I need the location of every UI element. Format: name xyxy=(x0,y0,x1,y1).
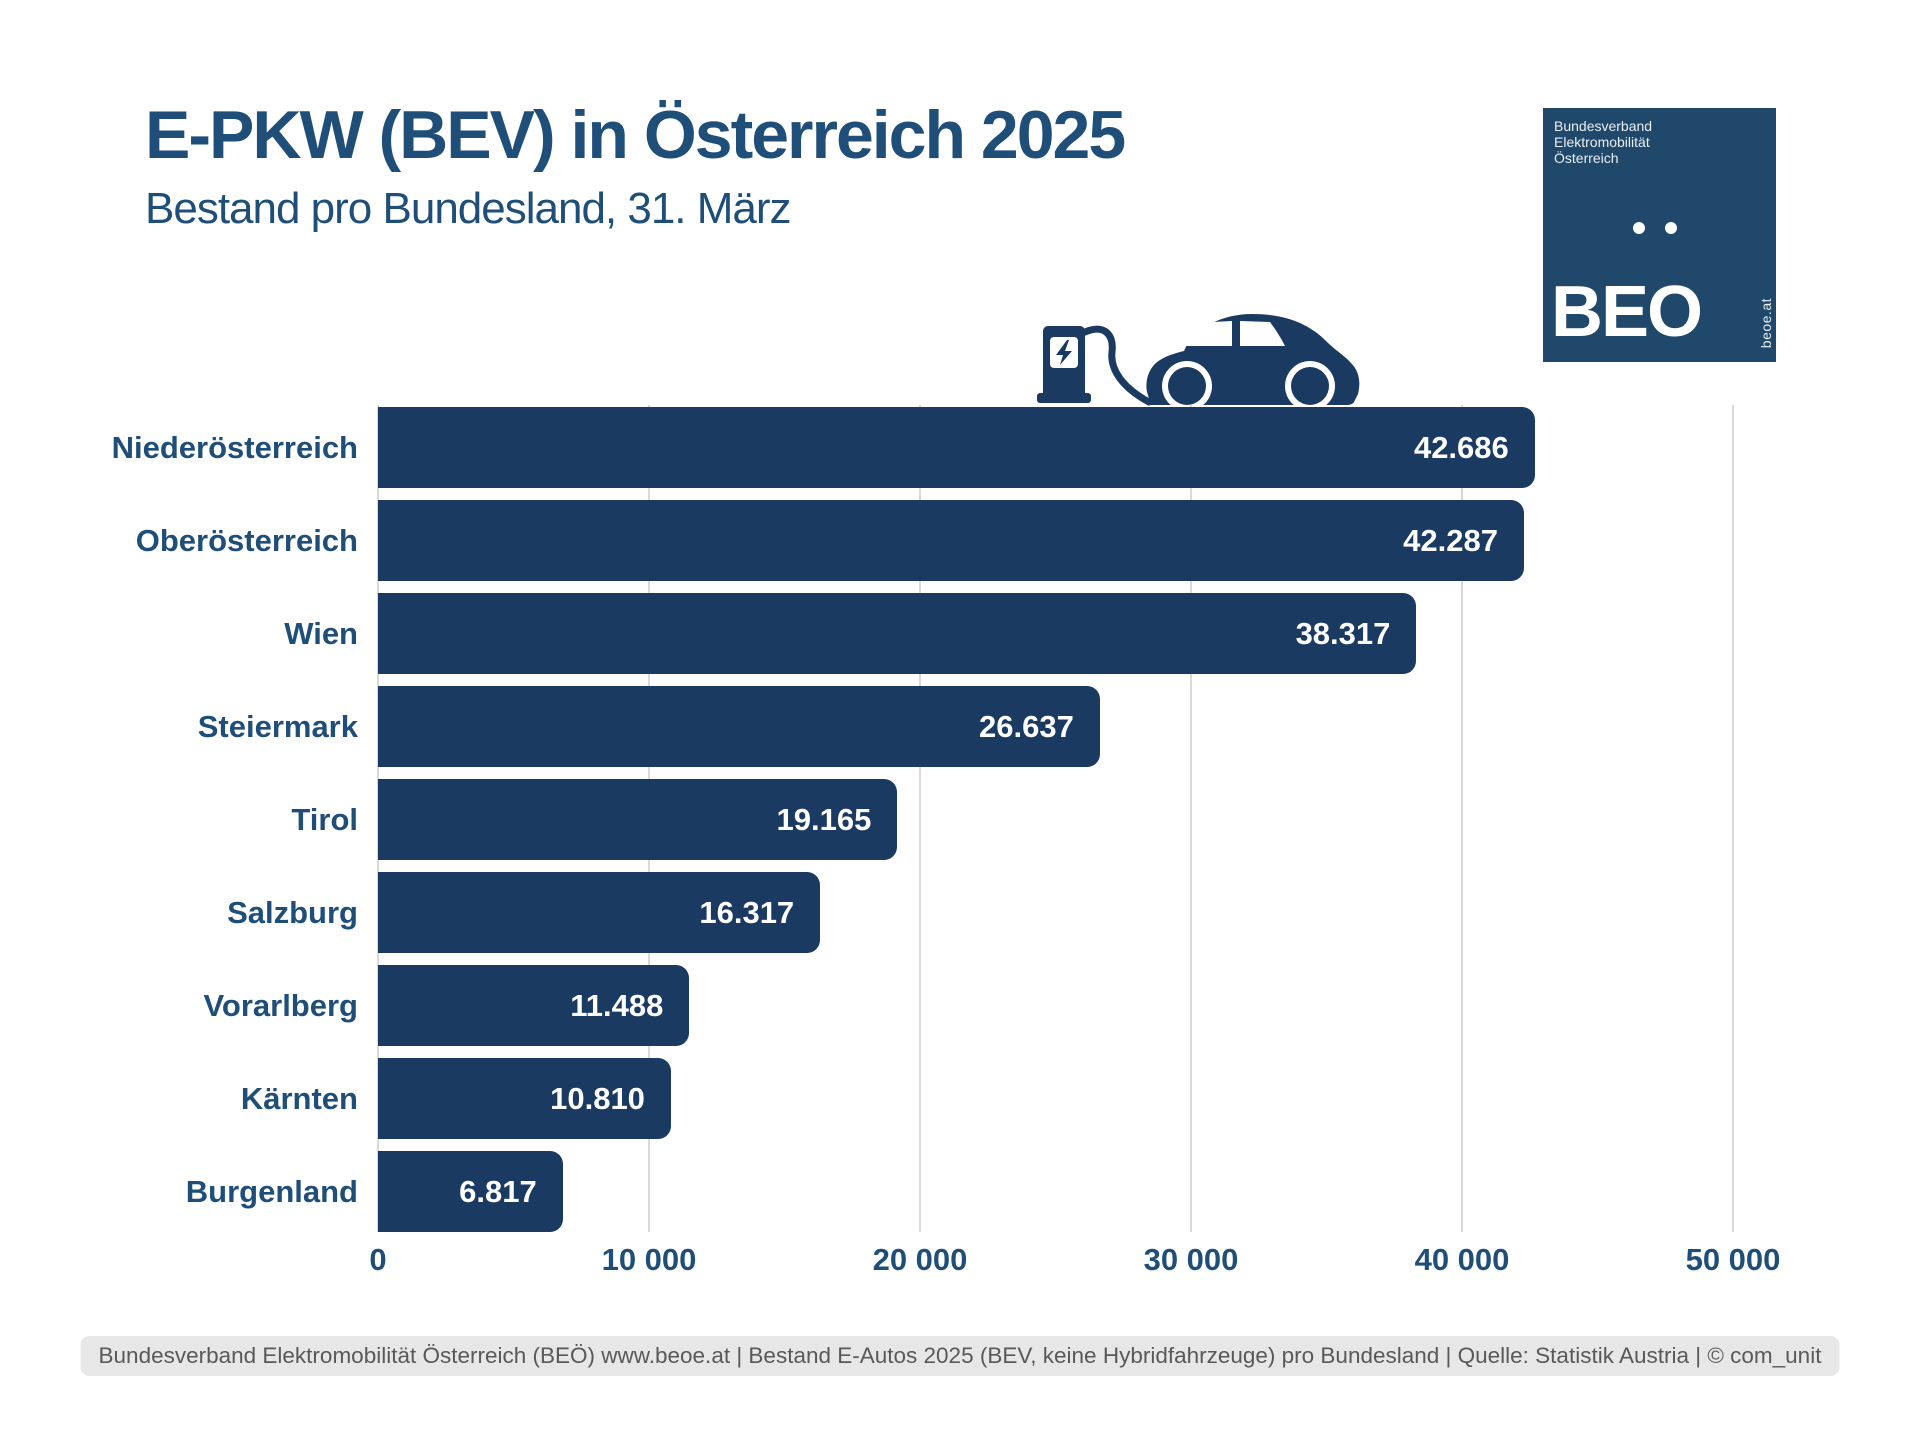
logo-org-line: Elektromobilität xyxy=(1554,134,1650,150)
logo-acronym: BEO xyxy=(1551,272,1703,352)
gridline xyxy=(1461,405,1463,1232)
category-label: Oberösterreich xyxy=(135,522,358,558)
bar: 10.810 xyxy=(378,1058,671,1139)
car-wheel-icon xyxy=(1168,367,1206,405)
bar: 26.637 xyxy=(378,686,1100,767)
bar-value-label: 19.165 xyxy=(776,801,872,837)
umlaut-dot-icon xyxy=(1665,222,1677,234)
bar-value-label: 11.488 xyxy=(570,987,664,1023)
bar: 6.817 xyxy=(378,1151,563,1232)
bar-value-label: 10.810 xyxy=(550,1080,645,1116)
category-label: Niederösterreich xyxy=(111,429,358,465)
logo-org-name: Bundesverband Elektromobilität Österreic… xyxy=(1554,118,1652,166)
bar: 42.287 xyxy=(378,500,1524,581)
x-axis-tick-label: 0 xyxy=(369,1242,387,1277)
bar: 38.317 xyxy=(378,593,1417,674)
charging-cable xyxy=(1081,325,1153,406)
umlaut-dot-icon xyxy=(1633,222,1645,234)
category-label: Tirol xyxy=(291,801,358,837)
logo-org-line: Österreich xyxy=(1554,150,1619,166)
bar: 11.488 xyxy=(378,965,690,1046)
bar: 42.686 xyxy=(378,407,1535,488)
x-axis-tick-label: 30 000 xyxy=(1143,1242,1239,1277)
bar: 16.317 xyxy=(378,872,821,953)
bar-value-label: 38.317 xyxy=(1295,615,1391,651)
gridline xyxy=(919,405,921,1232)
ev-charging-illustration xyxy=(1037,314,1360,407)
category-label: Wien xyxy=(284,615,358,651)
x-axis-tick-label: 40 000 xyxy=(1414,1242,1510,1277)
ev-charging-station-icon xyxy=(1037,325,1153,406)
bar: 19.165 xyxy=(378,779,898,860)
bar-value-label: 26.637 xyxy=(979,708,1074,744)
category-label: Steiermark xyxy=(197,708,358,744)
bar-value-label: 16.317 xyxy=(699,894,795,930)
category-label: Vorarlberg xyxy=(203,987,358,1023)
x-axis-tick-label: 20 000 xyxy=(872,1242,968,1277)
category-label: Salzburg xyxy=(227,894,358,930)
lightning-bolt-icon xyxy=(1056,340,1072,365)
logo-umlaut-dots xyxy=(1543,108,1776,362)
gridline xyxy=(1732,405,1734,1232)
car-wheel-icon xyxy=(1291,367,1329,405)
electric-car-icon xyxy=(1146,314,1360,407)
x-axis-tick-label: 50 000 xyxy=(1685,1242,1781,1277)
x-axis-tick-label: 10 000 xyxy=(601,1242,697,1277)
category-label: Burgenland xyxy=(185,1173,358,1209)
car-window xyxy=(1180,321,1232,346)
page-title: E-PKW (BEV) in Österreich 2025 xyxy=(145,97,1126,173)
page-subtitle: Bestand pro Bundesland, 31. März xyxy=(145,184,792,233)
logo-org-line: Bundesverband xyxy=(1554,118,1653,134)
beo-logo: Bundesverband Elektromobilität Österreic… xyxy=(1543,108,1776,362)
bar-value-label: 6.817 xyxy=(459,1173,537,1209)
gridline xyxy=(1190,405,1192,1232)
bar-value-label: 42.287 xyxy=(1403,522,1498,558)
car-window xyxy=(1240,321,1285,346)
bar-value-label: 42.686 xyxy=(1413,429,1509,465)
category-label: Kärnten xyxy=(240,1080,358,1116)
footer-credit-bar: Bundesverband Elektromobilität Österreic… xyxy=(80,1336,1840,1376)
